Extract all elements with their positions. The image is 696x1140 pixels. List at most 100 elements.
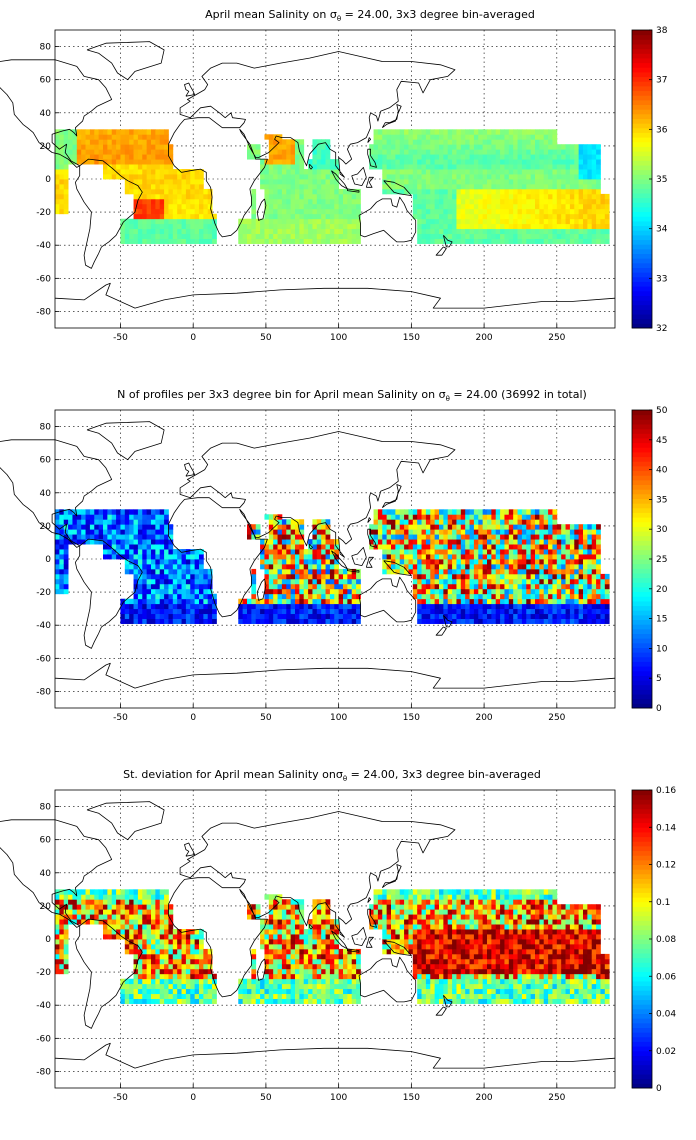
data-cell — [347, 233, 353, 239]
data-cell — [591, 568, 597, 575]
data-cell — [491, 134, 497, 140]
data-cell — [55, 919, 60, 925]
data-cell — [513, 223, 518, 230]
data-cell — [316, 563, 322, 570]
data-cell — [120, 914, 126, 920]
data-cell — [68, 894, 73, 900]
data-cell — [107, 899, 113, 905]
data-cell — [129, 934, 134, 940]
data-cell — [543, 578, 549, 585]
data-cell — [517, 193, 523, 200]
data-cell — [89, 919, 95, 925]
data-cell — [482, 588, 488, 595]
data-cell — [194, 598, 200, 605]
data-cell — [447, 568, 453, 575]
data-cell — [430, 509, 436, 515]
data-cell — [552, 169, 558, 175]
data-cell — [159, 188, 165, 195]
data-cell — [417, 559, 422, 565]
data-cell — [203, 608, 209, 615]
data-cell — [111, 169, 117, 175]
data-cell — [177, 593, 182, 600]
data-cell — [159, 223, 165, 230]
colorbar-segment — [632, 239, 652, 245]
y-tick-label: 60 — [40, 76, 52, 86]
data-cell — [583, 193, 588, 200]
data-cell — [500, 529, 505, 535]
data-cell — [517, 544, 523, 550]
data-cell — [164, 139, 169, 145]
data-cell — [146, 154, 152, 160]
data-cell — [120, 554, 126, 560]
data-cell — [177, 554, 182, 560]
data-cell — [268, 159, 274, 165]
data-cell — [72, 909, 78, 915]
data-cell — [103, 534, 108, 540]
data-cell — [425, 593, 431, 600]
data-cell — [334, 554, 340, 560]
data-cell — [172, 998, 178, 1004]
data-cell — [583, 539, 588, 545]
data-cell — [473, 603, 479, 610]
data-cell — [539, 573, 545, 580]
data-cell — [412, 554, 418, 560]
y-tick-label: -40 — [36, 1001, 51, 1011]
data-cell — [504, 578, 510, 585]
data-cell — [447, 608, 453, 615]
data-cell — [63, 183, 69, 190]
data-cell — [513, 198, 518, 205]
data-cell — [329, 613, 335, 619]
data-cell — [185, 593, 191, 600]
colorbar-segment — [632, 118, 652, 124]
data-cell — [133, 894, 139, 900]
data-cell — [526, 598, 532, 605]
data-cell — [164, 218, 169, 225]
data-cell — [168, 179, 174, 185]
data-cell — [199, 183, 204, 190]
data-cell — [103, 919, 108, 925]
data-cell — [356, 238, 361, 244]
data-cell — [351, 583, 357, 590]
data-cell — [478, 544, 484, 550]
data-cell — [59, 914, 65, 920]
data-cell — [569, 583, 575, 590]
data-cell — [469, 149, 475, 155]
data-cell — [556, 188, 562, 195]
data-cell — [482, 218, 488, 225]
data-cell — [312, 164, 318, 170]
data-cell — [321, 608, 326, 615]
colorbar-tick-label: 36 — [656, 125, 668, 135]
data-cell — [124, 129, 130, 135]
data-cell — [321, 578, 326, 585]
data-cell — [151, 939, 156, 945]
data-cell — [487, 519, 492, 525]
data-cell — [535, 568, 540, 575]
data-cell — [59, 534, 65, 540]
data-cell — [526, 228, 532, 235]
data-cell — [535, 578, 540, 585]
data-cell — [583, 188, 588, 195]
data-cell — [443, 198, 449, 205]
data-cell — [185, 208, 191, 215]
data-cell — [299, 568, 305, 575]
data-cell — [155, 139, 161, 145]
data-cell — [329, 223, 335, 230]
data-cell — [356, 613, 361, 619]
data-cell — [504, 193, 510, 200]
data-cell — [465, 539, 470, 545]
data-cell — [133, 144, 139, 150]
data-cell — [552, 578, 558, 585]
data-cell — [181, 223, 187, 230]
y-tick-label: -60 — [36, 274, 51, 284]
data-cell — [89, 894, 95, 900]
data-cell — [111, 554, 117, 560]
data-cell — [172, 203, 178, 210]
data-cell — [521, 169, 527, 175]
data-cell — [439, 613, 444, 619]
data-cell — [133, 568, 139, 575]
data-cell — [386, 534, 392, 540]
data-cell — [181, 953, 187, 960]
data-cell — [290, 603, 296, 610]
data-cell — [164, 889, 169, 895]
data-cell — [329, 213, 335, 220]
